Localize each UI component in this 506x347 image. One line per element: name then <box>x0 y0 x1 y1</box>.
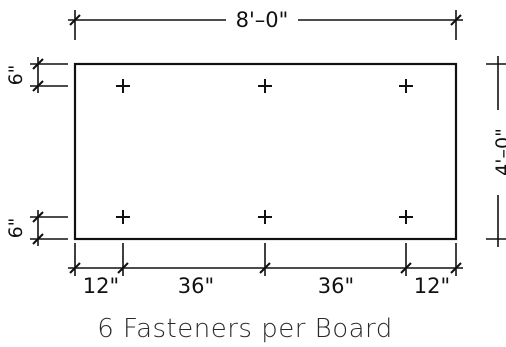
fastener-plus-icon <box>399 79 413 93</box>
left-bottom-offset-dimension: 6" <box>5 210 68 246</box>
overall-width-label: 8'–0" <box>236 8 289 32</box>
tick-mark <box>117 262 129 274</box>
tick-mark <box>259 262 271 274</box>
tick-mark <box>69 262 81 274</box>
segment-label: 12" <box>414 274 450 298</box>
fastener-plus-icon <box>399 210 413 224</box>
right-height-dimension: 4'–0" <box>486 56 506 247</box>
tick-mark <box>400 262 412 274</box>
overall-height-label: 4'–0" <box>492 128 506 176</box>
segment-label: 36" <box>178 274 214 298</box>
top-edge-offset-label: 6" <box>5 65 27 86</box>
tick-mark <box>32 80 44 92</box>
top-dimension: 8'–0" <box>68 8 463 40</box>
fastener-plus-icon <box>116 210 130 224</box>
tick-mark <box>450 262 462 274</box>
fastener-plus-icon <box>258 210 272 224</box>
tick-mark <box>32 211 44 223</box>
tick-mark <box>450 14 462 26</box>
fastener-plus-icon <box>258 79 272 93</box>
tick-mark <box>69 14 81 26</box>
bottom-dimension: 12" 36" 36" 12" <box>68 243 463 298</box>
bottom-edge-offset-label: 6" <box>5 218 27 239</box>
board-outline <box>73 62 458 241</box>
segment-label: 36" <box>318 274 354 298</box>
caption: 6 Fasteners per Board <box>97 314 393 344</box>
fastener-plus-icon <box>116 79 130 93</box>
tick-mark <box>32 233 44 245</box>
fasteners <box>116 79 413 224</box>
left-top-offset-dimension: 6" <box>5 57 68 93</box>
tick-mark <box>32 58 44 70</box>
segment-label: 12" <box>83 274 119 298</box>
